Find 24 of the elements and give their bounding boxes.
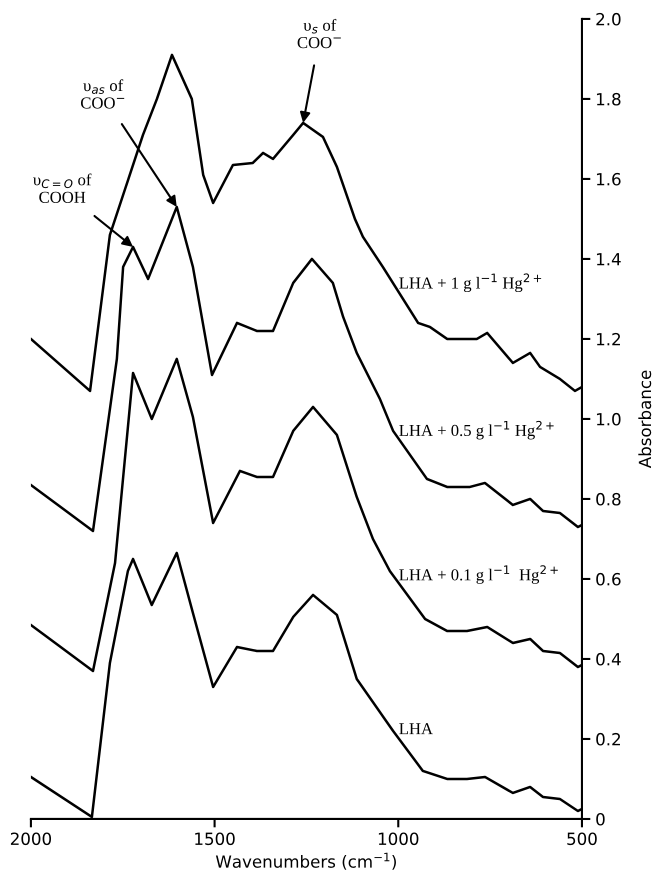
y-tick-label: 0.4 [596, 652, 621, 666]
annotation: υ$_{as}$ of COO$^{−}$ [80, 79, 124, 109]
y-tick-label: 1.4 [596, 253, 621, 266]
y-tick-label: 2.0 [596, 12, 621, 26]
y-tick-label: 1.6 [596, 172, 621, 186]
annotation: υ$_{C=O}$ of COOH [33, 173, 92, 203]
annotation: υ$_{s}$ of COO$^{−}$ [298, 18, 341, 48]
x-tick-label: 500 [567, 832, 597, 846]
series-label: LHA + 0.5 g l$^{−1}$ Hg$^{2+}$ [399, 420, 554, 440]
y-tick-label: 0.6 [596, 572, 621, 586]
y-tick-label: 0.8 [596, 492, 621, 506]
y-tick-label: 0.2 [596, 732, 620, 746]
series-label: LHA + 0.1 g l$^{−1}$ Hg$^{2+}$ [399, 565, 558, 584]
x-axis-title: Wavenumbers (cm$^{−1}$) [216, 852, 396, 870]
y-axis-title: Absorbance [638, 370, 652, 468]
y-tick-label: 1.8 [596, 92, 621, 106]
y-tick-label: 1.0 [596, 412, 621, 426]
x-tick-label: 1000 [378, 832, 418, 846]
series-label: LHA + 1 g l$^{−1}$ Hg$^{2+}$ [399, 273, 542, 292]
x-tick-label: 1500 [195, 832, 235, 846]
y-tick-label: 1.2 [596, 332, 620, 346]
series-label: LHA [399, 723, 433, 734]
y-tick-label: 0 [596, 812, 605, 826]
x-tick-label: 2000 [10, 832, 52, 846]
